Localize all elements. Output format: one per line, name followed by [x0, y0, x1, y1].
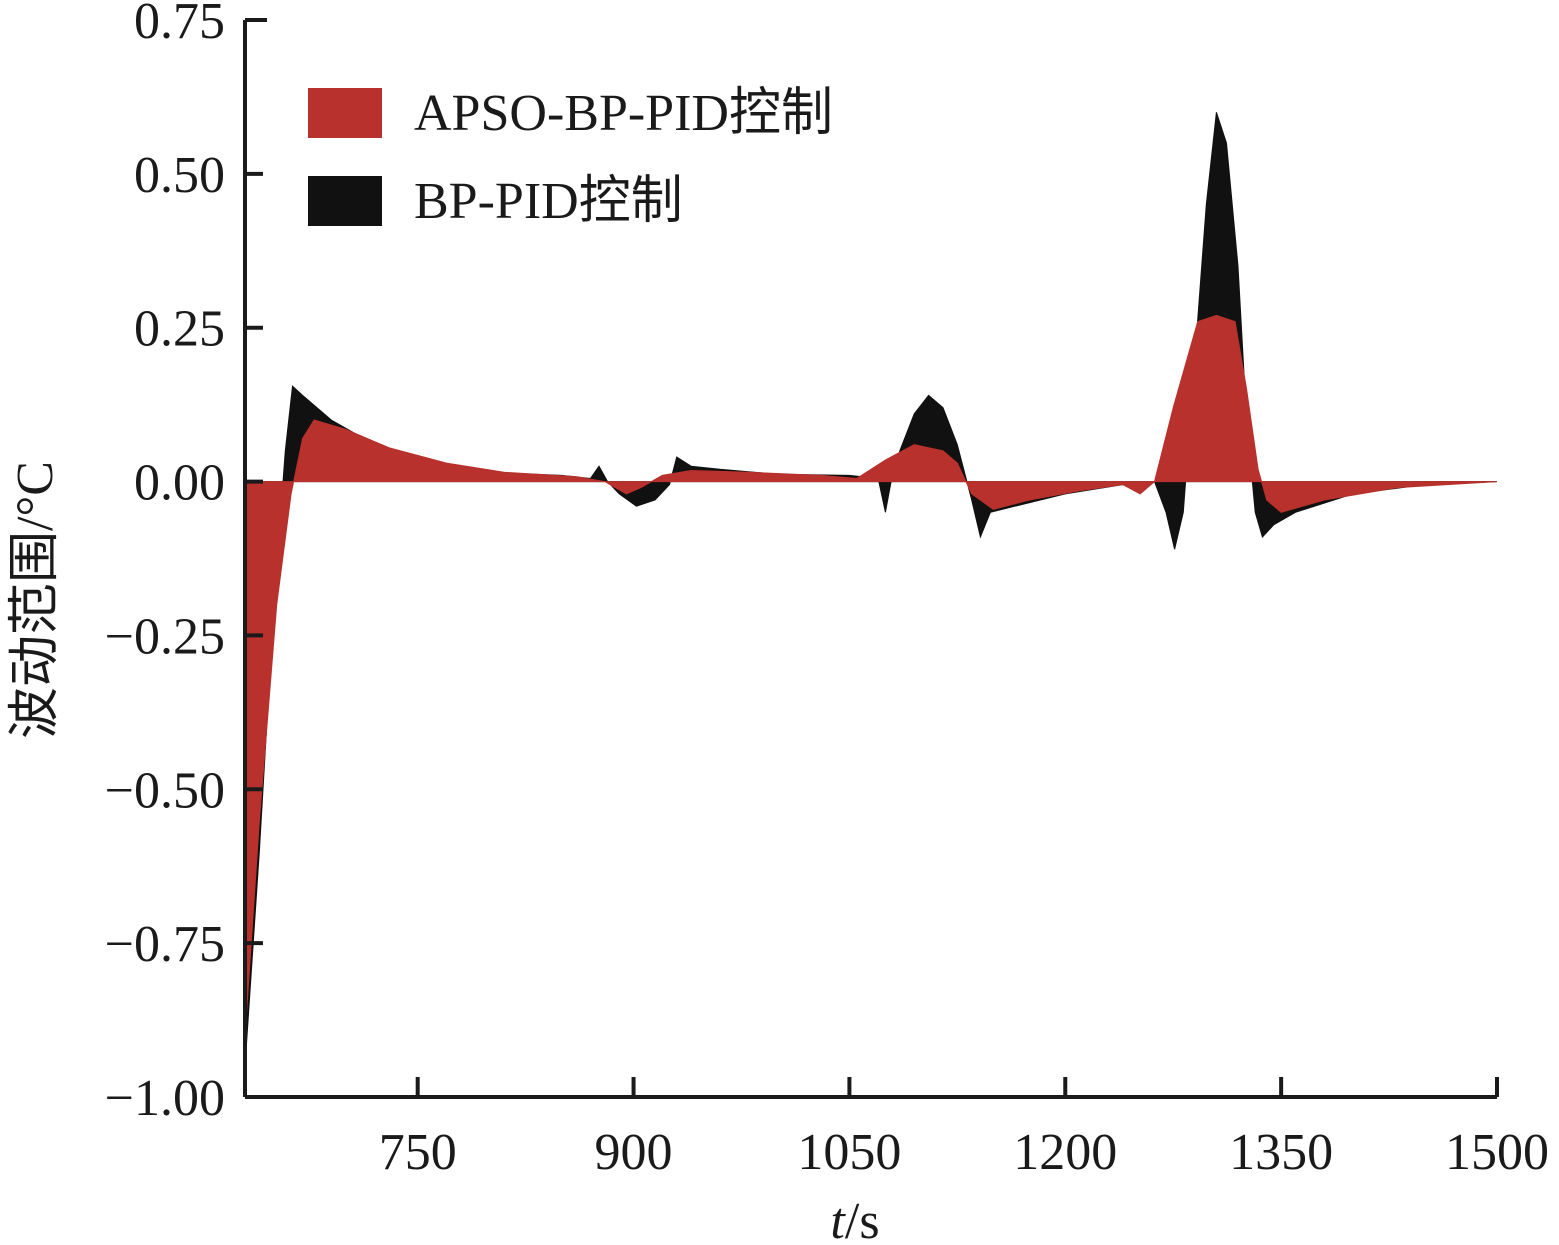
x-axis-title-unit: /s	[845, 1193, 880, 1245]
series-area-1	[244, 314, 1498, 1036]
series-area-0	[244, 112, 1498, 1067]
x-tick-label: 1050	[797, 1124, 901, 1181]
y-tick-label: −0.75	[105, 916, 225, 973]
x-ticks: 750 900 1050 1200 1350 1500	[379, 1077, 1549, 1181]
y-tick-label: 0.75	[134, 0, 225, 50]
x-tick-label: 1500	[1445, 1124, 1549, 1181]
legend-swatch	[308, 88, 382, 138]
y-tick-label: 0.50	[134, 147, 225, 204]
plot-areas	[244, 112, 1498, 1067]
legend: APSO-BP-PID控制 BP-PID控制	[308, 85, 833, 230]
axes	[243, 20, 1497, 1099]
x-tick-label: 1200	[1013, 1124, 1117, 1181]
legend-label: APSO-BP-PID控制	[414, 85, 833, 142]
y-tick-label: 0.25	[134, 301, 225, 358]
y-tick-label: −1.00	[105, 1070, 225, 1127]
x-tick-label: 750	[379, 1124, 457, 1181]
y-tick-label: −0.50	[105, 762, 225, 819]
x-axis-title: t/s	[830, 1193, 879, 1245]
y-ticks: 0.75 0.50 0.25 0.00 −0.25 −0.50 −0.75 −1.00	[105, 0, 267, 1127]
x-axis-title-variable: t	[830, 1193, 846, 1245]
x-tick-label: 1350	[1229, 1124, 1333, 1181]
legend-label: BP-PID控制	[414, 173, 683, 230]
y-axis-title: 波动范围/°C	[7, 461, 64, 739]
legend-swatch	[308, 176, 382, 226]
y-tick-label: 0.00	[134, 455, 225, 512]
y-tick-label: −0.25	[105, 608, 225, 665]
x-tick-label: 900	[595, 1124, 673, 1181]
